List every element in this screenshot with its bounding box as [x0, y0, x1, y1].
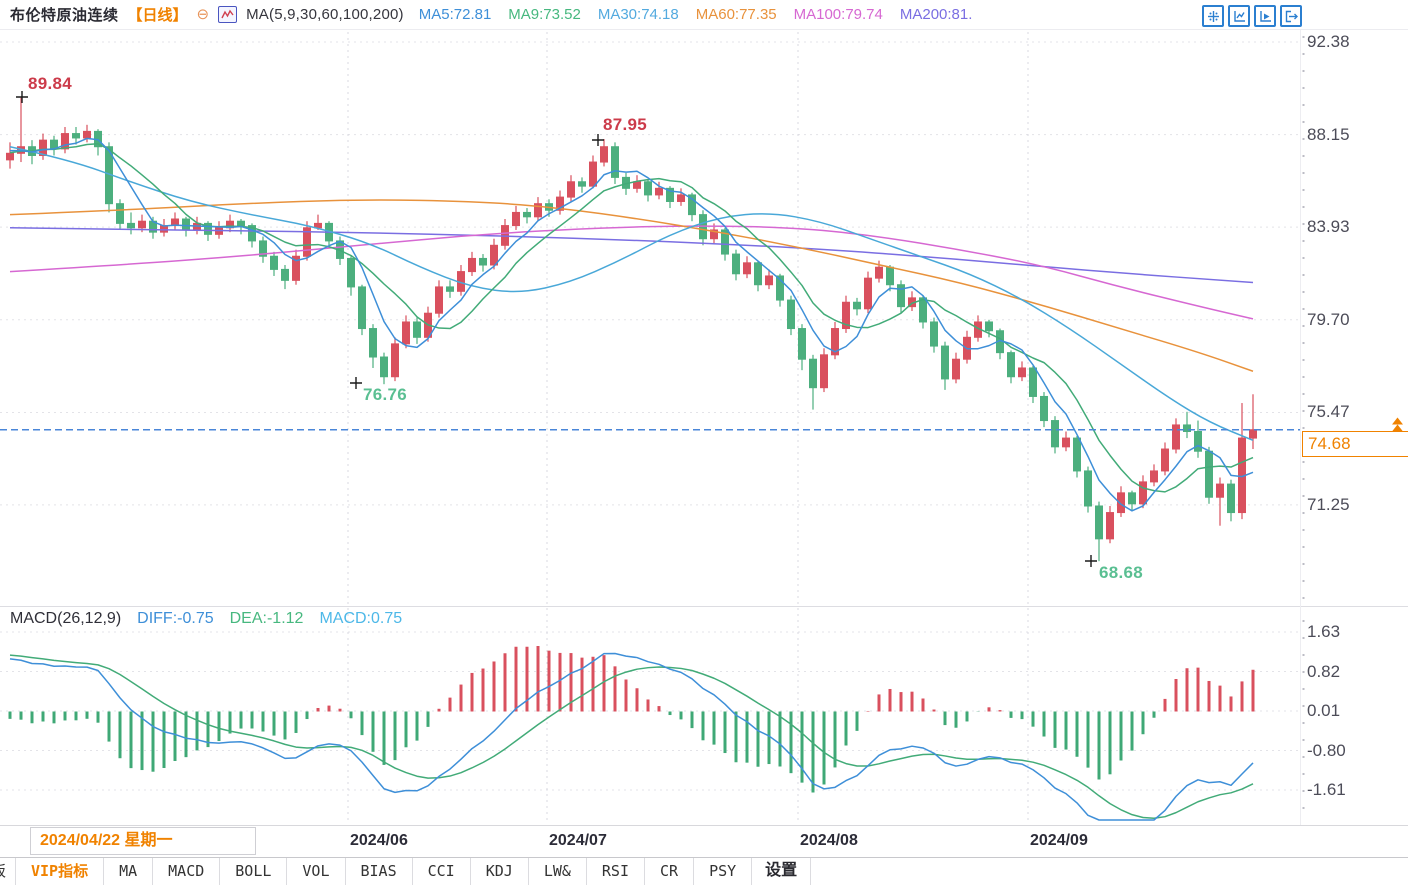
- ma30-line: [9, 145, 1254, 441]
- candles-layer: [6, 97, 1257, 562]
- month-label-3: 2024/09: [1030, 832, 1088, 849]
- macd-legend-item-2: MACD:0.75: [319, 610, 403, 627]
- indicator-pattern-icon[interactable]: [218, 6, 238, 23]
- macd-axis-label-2: 0.01: [1307, 701, 1341, 720]
- macd-histogram: [8, 646, 1255, 793]
- macd-axis-label-1: 0.82: [1307, 661, 1341, 681]
- extreme-cross-marker-0: [16, 91, 28, 103]
- expand-panel-button[interactable]: [1280, 5, 1302, 27]
- collapse-icon[interactable]: ⊖: [196, 6, 210, 23]
- tab-cci[interactable]: CCI: [413, 858, 471, 885]
- tab-clipped[interactable]: 板: [0, 858, 16, 885]
- crosshair-tool-button[interactable]: [1202, 5, 1224, 27]
- extreme-cross-marker-1: [592, 134, 604, 146]
- price-axis-label-2: 83.93: [1307, 217, 1350, 237]
- price-annotation-3: 68.68: [1099, 563, 1144, 582]
- ma60-line: [9, 199, 1254, 372]
- macd-header: MACD(26,12,9) DIFF:-0.75 DEA:-1.12 MACD:0.…: [10, 607, 402, 631]
- tab-macd[interactable]: MACD: [153, 858, 221, 885]
- tab-bias[interactable]: BIAS: [346, 858, 413, 885]
- price-annotation-2: 76.76: [363, 385, 408, 404]
- price-up-arrow-bottom: [1392, 424, 1403, 432]
- tab-psy[interactable]: PSY: [694, 858, 753, 885]
- extreme-cross-marker-2: [350, 377, 362, 389]
- month-label-0: 2024/06: [350, 832, 408, 849]
- price-axis-label-5: 71.25: [1307, 494, 1350, 514]
- ma-group-label: MA(5,9,30,60,100,200): [246, 6, 404, 23]
- tab-kdj[interactable]: KDJ: [471, 858, 529, 885]
- macd-axis-label-0: 1.63: [1307, 622, 1341, 641]
- month-label-1: 2024/07: [549, 832, 607, 849]
- ma-legend-item-1: MA9:73.52: [508, 6, 581, 23]
- indicator-tab-bar: 板 VIP指标MAMACDBOLLVOLBIASCCIKDJLW&RSICRPS…: [0, 857, 1408, 885]
- tab-rsi[interactable]: RSI: [587, 858, 645, 885]
- ma-legend-item-3: MA60:77.35: [695, 6, 777, 23]
- axis-range-button[interactable]: [1228, 5, 1250, 27]
- price-up-arrow-top: [1392, 417, 1403, 425]
- tab-lw[interactable]: LW&: [529, 858, 587, 885]
- ma-legend-item-5: MA200:81.: [899, 6, 973, 23]
- macd-axis-label-4: -1.61: [1307, 780, 1346, 800]
- period-label[interactable]: 【日线】: [127, 7, 188, 24]
- chart-toolbar: [1202, 5, 1302, 27]
- macd-legend: DIFF:-0.75 DEA:-1.12 MACD:0.75: [137, 610, 402, 628]
- price-chart-plot-area[interactable]: [0, 30, 1300, 607]
- x-axis-row: 2024/04/22 星期一 2024/06 2024/07 2024/08 2024…: [0, 825, 1408, 857]
- current-date-label: 2024/04/22 星期一: [30, 827, 256, 855]
- ma-legend-item-0: MA5:72.81: [418, 6, 492, 23]
- tab-cr[interactable]: CR: [645, 858, 695, 885]
- dea-line: [9, 654, 1254, 820]
- macd-legend-item-1: DEA:-1.12: [229, 610, 304, 627]
- ma100-line: [9, 225, 1254, 320]
- macd-plot-area[interactable]: [0, 607, 1300, 825]
- tab-vol[interactable]: VOL: [287, 858, 346, 885]
- ma5-line: [10, 137, 1254, 512]
- price-axis-label-1: 88.15: [1307, 124, 1350, 144]
- last-price-tag: 74.68: [1302, 430, 1408, 457]
- playback-button[interactable]: [1254, 5, 1276, 27]
- ma-legend: MA5:72.81 MA9:73.52 MA30:74.18 MA60:77.35 MA…: [419, 6, 973, 23]
- price-axis-label-4: 75.47: [1307, 402, 1350, 422]
- extreme-cross-marker-3: [1085, 555, 1097, 567]
- price-annotation-0: 89.84: [28, 74, 73, 93]
- month-label-2: 2024/08: [800, 832, 858, 849]
- price-annotation-1: 87.95: [603, 115, 648, 134]
- tab-[interactable]: 设置: [752, 858, 812, 885]
- price-axis-label-0: 92.38: [1307, 32, 1350, 51]
- macd-legend-item-0: DIFF:-0.75: [137, 610, 214, 627]
- ma-legend-item-2: MA30:74.18: [597, 6, 679, 23]
- chart-header: 布伦特原油连续 【日线】 ⊖ MA(5,9,30,60,100,200) MA5…: [0, 0, 1408, 30]
- macd-title: MACD(26,12,9): [10, 610, 122, 627]
- tab-vip[interactable]: VIP指标: [16, 858, 105, 885]
- tab-ma[interactable]: MA: [104, 858, 154, 885]
- ma-legend-item-4: MA100:79.74: [793, 6, 883, 23]
- price-axis-label-3: 79.70: [1307, 309, 1350, 329]
- diff-line: [9, 652, 1254, 821]
- symbol-title: 布伦特原油连续: [10, 7, 119, 24]
- tab-boll[interactable]: BOLL: [220, 858, 288, 885]
- ma200-line: [9, 227, 1254, 284]
- macd-axis-label-3: -0.80: [1307, 740, 1346, 760]
